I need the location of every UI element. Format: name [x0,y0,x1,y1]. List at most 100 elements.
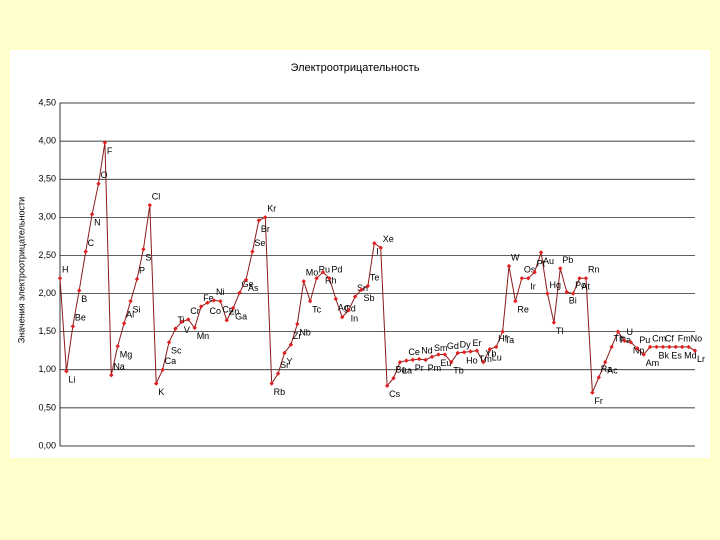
element-label: Zr [293,331,302,341]
element-label: Pd [331,265,342,275]
element-label: Y [286,356,292,366]
point-marker [423,357,428,363]
point-marker [442,352,448,357]
point-marker [384,383,390,388]
point-marker [615,329,621,334]
element-label: Sc [171,346,182,356]
y-tick-label: 3,00 [38,212,56,222]
element-label: Pr [415,363,424,373]
element-label: Dy [460,339,471,349]
element-label: Cf [665,333,674,343]
point-marker [89,212,95,217]
point-marker [647,344,653,350]
element-label: Cd [344,304,356,314]
element-label: Be [75,313,86,323]
point-marker [269,381,274,386]
element-label: Fe [203,293,214,303]
point-marker [115,343,120,349]
point-marker [243,277,249,283]
point-marker [583,276,589,281]
element-label: S [145,253,151,263]
y-tick-label: 0,50 [38,402,56,412]
point-marker [545,291,550,296]
point-marker [256,218,262,223]
point-marker [275,371,281,376]
element-label: Ag [338,302,349,312]
point-marker [307,298,313,304]
element-label: V [184,325,190,335]
element-label: Eu [440,358,451,368]
element-label: Kr [267,204,276,214]
element-label: Br [261,224,270,234]
element-label: Fr [594,396,603,406]
point-marker [327,276,332,281]
element-label: I [376,247,379,257]
element-label: Gd [447,341,459,351]
point-marker [397,359,403,365]
element-label: Os [524,265,536,275]
element-label: Ce [408,347,420,357]
element-label: Bi [569,295,577,305]
element-label: Ca [165,356,177,366]
element-label: La [402,366,412,376]
point-marker [102,140,108,145]
element-label: Pb [562,255,573,265]
point-marker [179,319,185,324]
point-marker [449,359,454,365]
chart-title: Электроотрицательность [291,62,420,74]
series-line [59,142,696,393]
element-label: Mn [197,331,210,341]
element-label: Rh [325,276,337,286]
element-label: Te [370,272,380,282]
point-marker [609,344,614,350]
chart-area [10,50,710,458]
element-label: Rn [588,265,600,275]
point-marker [654,344,659,350]
point-marker [173,326,178,331]
element-label: Pu [639,335,650,345]
element-label: Xe [383,234,394,244]
element-label: At [582,282,591,292]
point-marker [340,314,345,320]
element-label: Si [133,305,141,315]
y-tick-label: 2,00 [38,288,56,298]
point-marker [250,249,255,254]
point-marker [410,357,415,363]
element-label: K [158,387,164,397]
point-marker [493,344,499,350]
point-marker [558,266,563,271]
element-label: Se [254,238,265,248]
element-label: Tl [556,326,564,336]
point-marker [372,241,377,246]
point-marker [224,318,229,323]
element-label: Cm [652,333,666,343]
point-marker [359,287,364,292]
point-marker [635,346,640,351]
point-marker [481,359,486,365]
y-tick-label: 1,00 [38,364,56,374]
point-marker [211,298,217,303]
element-label: W [511,252,520,262]
element-label: Li [68,375,75,385]
point-marker [192,325,197,331]
element-label: As [248,283,259,293]
point-marker [282,350,287,356]
point-marker [622,338,627,344]
element-label: P [139,265,145,275]
point-marker [391,375,396,381]
point-marker [660,344,666,350]
point-marker [346,308,351,313]
element-label: Th [614,333,625,343]
point-marker [320,270,326,275]
element-label: Ru [319,265,331,275]
point-marker [461,350,467,355]
element-label: Tb [453,366,464,376]
y-tick-label: 3,50 [38,174,56,184]
point-marker [416,356,422,362]
y-tick-label: 4,50 [38,97,56,107]
element-label: Mo [306,268,319,278]
element-label: Tc [312,305,322,315]
element-label: Hg [549,280,561,290]
